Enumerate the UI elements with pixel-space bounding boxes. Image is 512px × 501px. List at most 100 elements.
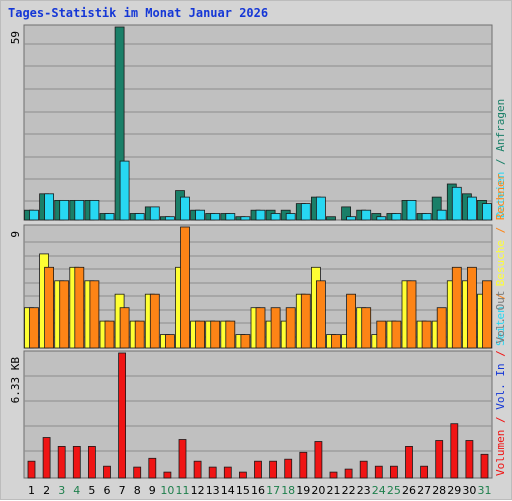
bar-hits-dateien-day-16 [255, 209, 266, 221]
bar-volume-volumen-day-2 [42, 437, 51, 479]
bar-hits-dateien-day-12 [195, 209, 206, 221]
bar-visits-rechner-day-14 [225, 320, 236, 349]
bar-hits-dateien-day-3 [59, 199, 70, 221]
bar-visits-rechner-day-10 [164, 334, 175, 349]
bar-visits-rechner-day-8 [134, 320, 145, 349]
bar-visits-rechner-day-23 [361, 307, 372, 349]
bar-visits-rechner-day-17 [270, 307, 281, 349]
day-tick-label: 21 [327, 484, 341, 497]
bar-visits-rechner-day-3 [59, 280, 70, 349]
bar-hits-dateien-day-22 [346, 216, 357, 221]
bar-hits-dateien-day-15 [240, 216, 251, 221]
bar-visits-rechner-day-7 [119, 307, 130, 349]
legend-part: Volumen [494, 430, 507, 476]
day-tick-label: 23 [357, 484, 371, 497]
legend-part: Dateien [494, 172, 507, 218]
day-tick-label: 17 [266, 484, 280, 497]
axis-max-label: 59 [9, 31, 22, 44]
bar-hits-dateien-day-10 [164, 216, 175, 221]
legend-part: Vol. In [494, 363, 507, 409]
legend-part: / [494, 286, 507, 306]
legend-part: Besuche [494, 240, 507, 286]
bar-visits-rechner-day-13 [210, 320, 221, 349]
bar-visits-rechner-day-26 [406, 280, 417, 349]
bar-hits-dateien-day-5 [89, 199, 100, 221]
day-tick-label: 8 [134, 484, 141, 497]
bar-volume-volumen-day-12 [193, 460, 202, 479]
day-tick-label: 4 [73, 484, 80, 497]
legend-part: / [494, 152, 507, 172]
bar-volume-volumen-day-15 [238, 471, 247, 479]
bar-volume-volumen-day-16 [254, 460, 262, 479]
bar-volume-volumen-day-8 [133, 466, 142, 479]
bar-visits-rechner-day-5 [89, 280, 100, 349]
panel-background [23, 350, 493, 479]
day-tick-label: 10 [160, 484, 174, 497]
bar-visits-rechner-day-16 [255, 307, 266, 349]
bar-hits-dateien-day-27 [421, 213, 432, 221]
bar-volume-volumen-day-13 [208, 466, 217, 479]
bar-visits-rechner-day-20 [315, 280, 326, 349]
bar-volume-volumen-day-7 [118, 352, 126, 479]
bar-visits-rechner-day-21 [331, 334, 341, 349]
day-tick-label: 31 [478, 484, 492, 497]
day-tick-label: 14 [221, 484, 235, 497]
day-tick-label: 3 [58, 484, 65, 497]
bar-visits-rechner-day-1 [29, 307, 39, 349]
bar-hits-anfragen-day-21 [326, 216, 336, 221]
legend-part: / [494, 220, 507, 240]
bar-visits-rechner-day-25 [391, 320, 402, 349]
series-legend-label: Volumen / Vol. In / Vol. Out [494, 291, 507, 476]
bar-hits-dateien-day-6 [104, 213, 115, 221]
bar-volume-volumen-day-6 [103, 465, 111, 479]
day-tick-label: 30 [462, 484, 476, 497]
series-legend-label: Seiten / Besuche / Rechner [494, 173, 507, 346]
bar-visits-rechner-day-18 [285, 307, 296, 349]
bar-hits-anfragen-day-22 [341, 206, 352, 221]
legend-part: Seiten [494, 306, 507, 346]
bar-volume-volumen-day-31 [480, 453, 489, 479]
day-tick-label: 13 [206, 484, 220, 497]
bar-visits-rechner-day-2 [44, 266, 54, 349]
day-tick-label: 6 [104, 484, 111, 497]
bar-volume-volumen-day-20 [314, 441, 323, 479]
bar-hits-dateien-day-4 [74, 199, 85, 221]
bar-visits-rechner-day-4 [74, 266, 85, 349]
bar-visits-rechner-day-19 [300, 293, 311, 349]
bar-volume-volumen-day-18 [284, 458, 293, 479]
bar-volume-volumen-day-27 [420, 465, 429, 479]
bar-hits-anfragen-day-7 [114, 26, 125, 221]
bar-hits-dateien-day-20 [315, 196, 326, 221]
bar-visits-rechner-day-30 [466, 266, 477, 349]
day-tick-label: 22 [342, 484, 356, 497]
panel-visits: 9 Seiten / Besuche / Rechner [9, 173, 507, 349]
bar-hits-dateien-day-25 [391, 213, 402, 221]
bar-hits-dateien-day-18 [285, 213, 296, 221]
series-legend-label: Dateien / Anfragen [494, 99, 507, 218]
bar-visits-rechner-day-22 [346, 293, 357, 349]
bar-hits-dateien-day-29 [451, 186, 462, 221]
axis-max-label: 9 [9, 231, 22, 238]
legend-part: Vol. Out [494, 291, 507, 344]
day-tick-label: 12 [191, 484, 205, 497]
bar-hits-dateien-day-19 [300, 203, 311, 221]
bar-visits-rechner-day-6 [104, 320, 115, 349]
bar-visits-rechner-day-15 [240, 334, 251, 349]
legend-part: Anfragen [494, 99, 507, 152]
legend-part: Rechner [494, 173, 507, 220]
chart-title: Tages-Statistik im Monat Januar 2026 [8, 6, 269, 20]
bar-hits-dateien-day-2 [44, 193, 54, 221]
bar-hits-dateien-day-26 [406, 199, 417, 221]
bar-hits-dateien-day-9 [149, 206, 160, 221]
bar-hits-dateien-day-13 [210, 213, 221, 221]
bar-volume-volumen-day-4 [72, 445, 81, 479]
bar-volume-volumen-day-17 [269, 460, 278, 479]
day-tick-label: 28 [432, 484, 446, 497]
day-tick-label: 1 [28, 484, 35, 497]
bar-volume-volumen-day-22 [344, 468, 353, 479]
bar-volume-volumen-day-9 [148, 457, 157, 479]
bar-volume-volumen-day-11 [178, 439, 187, 479]
bar-volume-volumen-day-28 [435, 440, 444, 479]
bar-visits-rechner-day-24 [376, 320, 387, 349]
